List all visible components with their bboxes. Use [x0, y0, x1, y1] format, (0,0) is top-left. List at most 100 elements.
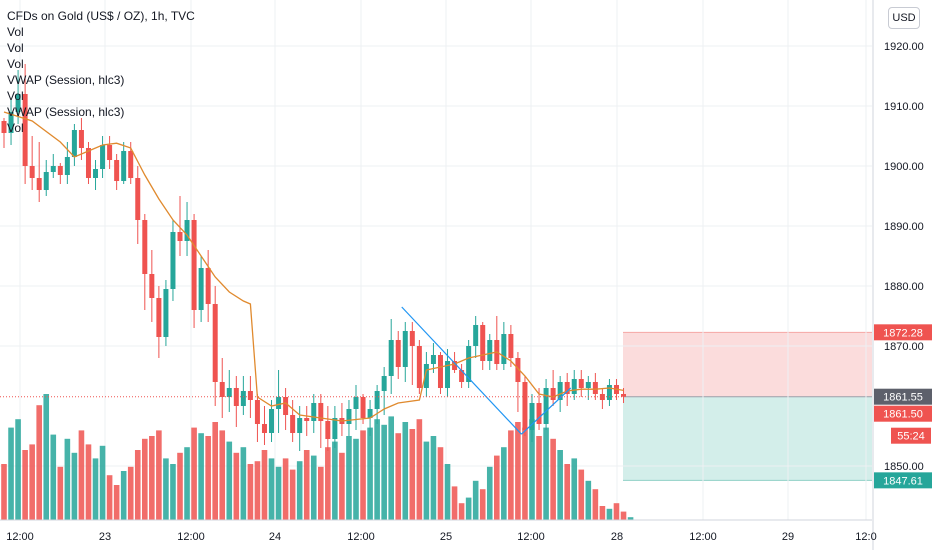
- volume-bar: [163, 458, 169, 520]
- volume-bar: [423, 441, 430, 520]
- volume-bar: [458, 503, 465, 520]
- indicator-vwap-1[interactable]: VWAP (Session, hlc3): [7, 73, 125, 87]
- volume-bar: [219, 430, 226, 520]
- currency-button[interactable]: USD: [888, 7, 920, 29]
- candle-body: [36, 178, 42, 190]
- candle-body: [276, 397, 282, 409]
- price-label-last: 1861.55: [883, 392, 923, 404]
- candle-body: [353, 397, 359, 409]
- candle-body: [177, 232, 183, 241]
- candle-body: [437, 355, 443, 388]
- candle-body: [515, 358, 521, 382]
- candle-body: [233, 388, 239, 406]
- candle-body: [430, 355, 436, 364]
- candle-body: [135, 178, 141, 220]
- price-tick-label: 1920.00: [884, 41, 924, 53]
- volume-bar: [557, 450, 563, 520]
- volume-bar: [92, 458, 99, 520]
- price-axis[interactable]: 1920.00 1910.00 1900.00 1890.00 1880.00 1870.…: [872, 0, 932, 550]
- volume-bar: [360, 430, 366, 520]
- volume-bar: [599, 506, 606, 520]
- indicator-vol-5[interactable]: Vol: [7, 121, 24, 135]
- trendlines[interactable]: [401, 306, 572, 435]
- volume-bar: [353, 438, 359, 520]
- volume-bar: [332, 441, 338, 520]
- candle-body: [290, 415, 296, 433]
- candle-body: [445, 361, 451, 388]
- candle-body: [100, 145, 106, 169]
- vwap-polyline: [3, 111, 624, 422]
- candle-body: [508, 334, 514, 358]
- volume-bar: [381, 424, 387, 520]
- time-tick-label: 12:0: [855, 531, 876, 543]
- price-axis-bg: [873, 0, 932, 550]
- volume-bar: [388, 416, 394, 520]
- indicator-vol-3[interactable]: Vol: [7, 57, 24, 71]
- candle-body: [416, 346, 422, 388]
- volume-bar: [486, 466, 493, 520]
- price-label-bg-stop: [874, 324, 932, 341]
- candle-body: [501, 334, 507, 364]
- candle-body: [142, 220, 148, 274]
- candle-body: [452, 361, 458, 370]
- price-tick-label: 1880.00: [884, 281, 924, 293]
- candle-body: [247, 391, 253, 400]
- candle-body: [621, 394, 627, 397]
- candle-body: [121, 151, 127, 181]
- candle-body: [149, 274, 155, 298]
- candle-body: [536, 403, 542, 424]
- candle-body: [606, 385, 612, 400]
- volume-bar: [85, 444, 92, 520]
- volume-bar: [254, 461, 261, 520]
- target-zone: [623, 396, 872, 481]
- stop-zone: [623, 332, 872, 397]
- candle-body: [522, 382, 528, 430]
- price-tick-label: 1870.00: [884, 341, 924, 353]
- candle-body: [205, 268, 211, 304]
- price-label-stop: 1872.28: [883, 327, 923, 339]
- candle-body: [71, 130, 77, 157]
- trendline-1: [521, 387, 572, 435]
- time-tick-label: 12:00: [177, 531, 205, 543]
- candle-body: [578, 379, 584, 388]
- candle-body: [585, 382, 591, 388]
- volume-bar: [318, 466, 324, 520]
- volume-bar: [606, 508, 613, 520]
- volume-bar: [15, 419, 21, 520]
- time-axis[interactable]: 12:00 23 12:00 24 12:00 25 12:00 28 12:00 29 12:0: [0, 519, 877, 543]
- candle-body: [402, 331, 408, 367]
- volume-bar: [437, 447, 444, 520]
- candle-body: [156, 298, 162, 337]
- volume-bar: [64, 438, 71, 520]
- candle-body: [254, 400, 260, 424]
- volume-bar: [402, 422, 409, 520]
- candle-body: [1, 121, 7, 133]
- candle-body: [374, 391, 380, 409]
- candle-body: [487, 340, 493, 361]
- price-label-bg-price: [874, 405, 932, 422]
- indicator-vwap-2[interactable]: VWAP (Session, hlc3): [7, 105, 125, 119]
- candle-body: [184, 220, 190, 241]
- volume-bar: [578, 469, 585, 520]
- volume-bar: [395, 433, 402, 520]
- volume-bar: [275, 466, 282, 520]
- volume-bar: [78, 430, 85, 520]
- candle-body: [381, 376, 387, 391]
- indicator-vol-2[interactable]: Vol: [7, 41, 24, 55]
- candle-body: [219, 382, 225, 397]
- indicator-vol-4[interactable]: Vol: [7, 89, 24, 103]
- time-tick-label: 12:00: [689, 531, 717, 543]
- price-label-countdown: 55:24: [897, 431, 925, 443]
- price-label-target: 1847.61: [883, 475, 923, 487]
- volume-bar: [529, 419, 535, 520]
- time-tick-label: 12:00: [6, 531, 34, 543]
- symbol-title[interactable]: CFDs on Gold (US$ / OZ), 1h, TVC: [7, 9, 195, 23]
- volume-bar: [374, 419, 380, 520]
- volume-bar: [536, 436, 542, 520]
- volume-bar: [106, 475, 113, 520]
- candle-body: [261, 424, 267, 433]
- indicator-vol-1[interactable]: Vol: [7, 25, 24, 39]
- candle-body: [395, 340, 401, 367]
- volume-bar: [303, 450, 310, 520]
